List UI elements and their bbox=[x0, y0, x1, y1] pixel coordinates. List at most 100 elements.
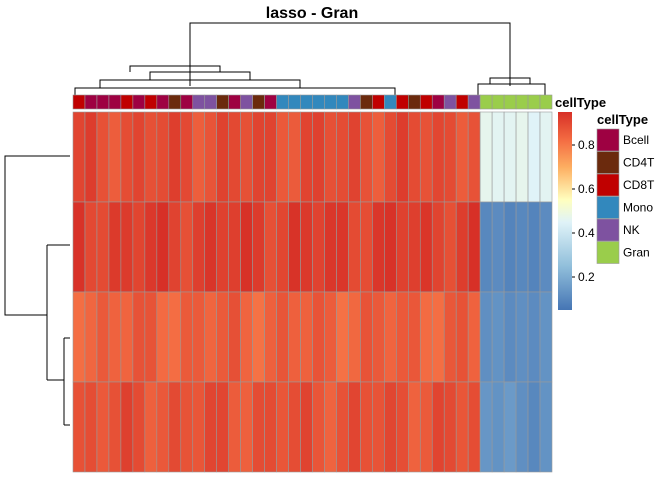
annotation-cell-bcell bbox=[264, 94, 277, 110]
heatmap-cell bbox=[168, 291, 182, 383]
heatmap-cell bbox=[396, 201, 409, 293]
annotation-cell-gran bbox=[503, 94, 517, 110]
heatmap-cell bbox=[491, 381, 505, 473]
heatmap-cell bbox=[228, 201, 241, 293]
annotation-cell-gran bbox=[491, 94, 505, 110]
column-dendrogram bbox=[74, 22, 546, 95]
heatmap-cell bbox=[288, 381, 301, 473]
annotation-cell-bcell bbox=[156, 94, 170, 110]
annotation-cell-cd4t bbox=[407, 94, 421, 110]
legend-swatch-nk bbox=[596, 218, 620, 242]
annotation-cell-bcell bbox=[84, 94, 98, 110]
annotation-cell-mono bbox=[324, 94, 337, 110]
annotation-cell-bcell bbox=[108, 94, 122, 110]
heatmap-cell bbox=[144, 201, 158, 293]
heatmap-cell bbox=[407, 111, 421, 203]
heatmap-cell bbox=[443, 201, 457, 293]
heatmap-cell bbox=[108, 111, 122, 203]
heatmap-cell bbox=[240, 291, 253, 383]
heatmap-cell bbox=[168, 111, 182, 203]
heatmap-cell bbox=[348, 381, 361, 473]
heatmap-cell bbox=[216, 381, 229, 473]
annotation-cell-mono bbox=[384, 94, 397, 110]
heatmap-cell bbox=[204, 201, 218, 293]
heatmap-cell bbox=[108, 381, 122, 473]
annotation-cell-gran bbox=[527, 94, 541, 110]
legend-swatch-mono bbox=[596, 196, 620, 219]
heatmap-cell bbox=[144, 381, 158, 473]
heatmap-cell bbox=[156, 381, 170, 473]
heatmap-cell bbox=[515, 201, 529, 293]
annotation-cell-mono bbox=[312, 94, 325, 110]
annotation-cell-cd8t bbox=[419, 94, 433, 110]
heatmap-cell bbox=[455, 381, 469, 473]
heatmap-cell bbox=[396, 291, 409, 383]
heatmap-cell bbox=[443, 111, 457, 203]
heatmap-cell bbox=[503, 111, 517, 203]
heatmap-cell bbox=[204, 291, 218, 383]
heatmap-cell bbox=[348, 291, 361, 383]
heatmap-cell bbox=[192, 381, 206, 473]
heatmap-cell bbox=[455, 291, 469, 383]
annotation-cell-mono bbox=[300, 94, 313, 110]
heatmap-cell bbox=[467, 291, 481, 383]
heatmap-cell bbox=[252, 381, 265, 473]
heatmap-cell bbox=[491, 201, 505, 293]
annotation-cell-mono bbox=[336, 94, 349, 110]
heatmap-cell bbox=[240, 111, 253, 203]
heatmap-cell bbox=[300, 111, 313, 203]
heatmap-cell bbox=[252, 291, 265, 383]
annotation-cell-cd4t bbox=[252, 94, 265, 110]
heatmap-cell bbox=[180, 381, 194, 473]
heatmap-cell bbox=[539, 201, 553, 293]
legend-label-gran: Gran bbox=[623, 246, 650, 260]
heatmap-cell bbox=[527, 201, 541, 293]
heatmap-cell bbox=[479, 291, 493, 383]
annotation-cell-bcell bbox=[96, 94, 110, 110]
heatmap-cell bbox=[503, 291, 517, 383]
row-dendrogram-lower-cluster bbox=[46, 244, 70, 426]
heatmap-cell bbox=[431, 381, 445, 473]
annotation-cell-nk bbox=[443, 94, 457, 110]
heatmap-cell bbox=[144, 291, 158, 383]
heatmap-cell bbox=[72, 291, 86, 383]
heatmap-cell bbox=[443, 381, 457, 473]
heatmap-cell bbox=[180, 111, 194, 203]
heatmap-cell bbox=[491, 111, 505, 203]
annotation-cell-cd4t bbox=[216, 94, 229, 110]
heatmap-cell bbox=[384, 111, 397, 203]
heatmap-cell bbox=[372, 201, 385, 293]
heatmap-cell bbox=[348, 111, 361, 203]
annotation-cell-nk bbox=[348, 94, 361, 110]
annotation-cell-mono bbox=[288, 94, 301, 110]
heatmap-cell bbox=[132, 111, 146, 203]
heatmap-cell bbox=[204, 381, 218, 473]
heatmap-cell bbox=[264, 201, 277, 293]
heatmap-cell bbox=[72, 111, 86, 203]
heatmap-cell bbox=[467, 111, 481, 203]
heatmap-cell bbox=[156, 201, 170, 293]
heatmap-cell bbox=[479, 111, 493, 203]
heatmap-cell bbox=[479, 381, 493, 473]
color-scale-tick-label: 0.8 bbox=[578, 138, 595, 152]
heatmap-cell bbox=[192, 111, 206, 203]
heatmap-cell bbox=[96, 201, 110, 293]
heatmap-cell bbox=[132, 291, 146, 383]
celltype-legend-title: cellType bbox=[597, 112, 648, 127]
heatmap-cell bbox=[96, 291, 110, 383]
heatmap-cell bbox=[180, 291, 194, 383]
heatmap-cell bbox=[252, 201, 265, 293]
legend-label-mono: Mono bbox=[623, 201, 653, 215]
heatmap-cell bbox=[276, 291, 289, 383]
heatmap-cell bbox=[467, 201, 481, 293]
heatmap-cell bbox=[228, 291, 241, 383]
heatmap-cell bbox=[455, 111, 469, 203]
heatmap-cell bbox=[467, 381, 481, 473]
legend-swatch-cd4t bbox=[596, 151, 620, 174]
heatmap-cell bbox=[515, 381, 529, 473]
legend-swatch-bcell bbox=[596, 128, 620, 152]
annotation-cell-nk bbox=[204, 94, 218, 110]
heatmap-cell bbox=[407, 291, 421, 383]
annotation-cell-cd4t bbox=[168, 94, 182, 110]
annotation-cell-cd8t bbox=[144, 94, 158, 110]
